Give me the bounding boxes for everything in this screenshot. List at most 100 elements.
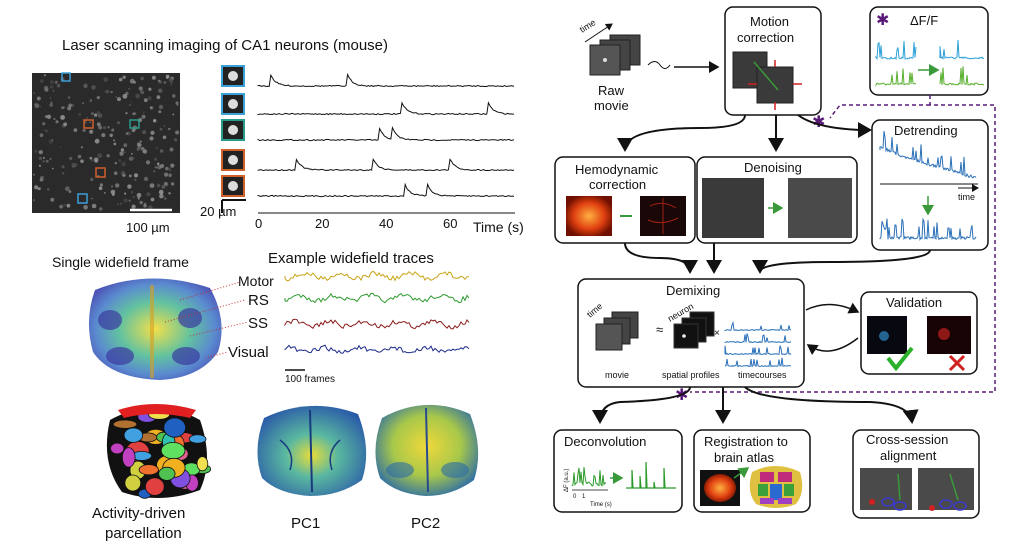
deconv-tick-0: 0	[573, 494, 577, 500]
neuron-traces	[257, 72, 515, 198]
ca1-cell	[34, 103, 40, 109]
ca1-cell	[172, 113, 175, 116]
ca1-cell	[154, 166, 157, 169]
ca1-cell	[169, 147, 174, 152]
ca1-cell	[122, 93, 128, 99]
ca1-cell	[99, 183, 103, 187]
denoising-label: Denoising	[744, 160, 802, 175]
parcel-region	[188, 434, 207, 444]
ca1-cell	[45, 129, 49, 133]
ca1-cell	[145, 160, 151, 165]
ca1-cell	[120, 170, 126, 176]
ca1-cell	[101, 133, 106, 138]
ca1-cell	[90, 159, 94, 162]
ca1-cell	[123, 198, 128, 203]
dff-box	[869, 6, 989, 96]
roi-thumbnail-cell	[228, 125, 238, 135]
ca1-cell	[136, 142, 141, 147]
ca1-cell	[168, 78, 174, 83]
ca1-cell	[142, 111, 145, 114]
ca1-cell	[122, 75, 126, 79]
ca1-cell	[165, 166, 169, 171]
deconv-tick-1: 1	[582, 494, 586, 500]
raw-time-label: time	[578, 17, 598, 34]
ca1-cell	[140, 76, 144, 81]
raw-movie-stack	[589, 34, 641, 76]
ca1-cell	[129, 104, 131, 107]
ca1-cell	[36, 96, 41, 101]
ca1-cell	[162, 135, 167, 140]
hemo-vessels	[647, 198, 679, 234]
demix-timecourses-label: timecourses	[738, 370, 787, 380]
neuron-trace	[257, 101, 514, 116]
ca1-cell	[96, 111, 100, 114]
ca1-cell	[51, 167, 54, 170]
ca1-cell	[98, 125, 103, 130]
parcellation-label-line: Activity-driven	[92, 505, 185, 522]
motion-frames	[732, 51, 802, 110]
cross-session-ring-1	[881, 497, 895, 507]
ca1-cell	[111, 128, 115, 132]
ca1-cell	[138, 86, 143, 91]
ca1-cell	[153, 157, 157, 161]
ca1-cell	[83, 205, 88, 210]
ca1-cell	[160, 149, 163, 153]
parcel-region	[112, 419, 138, 429]
raw-time-arrow	[584, 23, 613, 43]
ca1-cell	[38, 150, 43, 155]
ca1-cell	[161, 184, 166, 189]
ca1-cell	[45, 159, 49, 163]
ca1-cell	[92, 117, 95, 119]
ca1-cell	[130, 101, 133, 104]
ca1-cell	[32, 173, 36, 176]
ca1-cell	[158, 80, 162, 84]
ca1-cell	[160, 163, 165, 169]
ca1-cell	[90, 112, 94, 116]
dff-star-icon: ✱	[876, 12, 889, 29]
motion-label-1: Motion	[750, 14, 789, 29]
detrending-traces	[879, 131, 977, 241]
ca1-cell	[55, 120, 59, 124]
ca1-cell	[50, 197, 55, 202]
motion-to-hemo-arrow	[617, 114, 746, 152]
ca1-cell	[74, 163, 78, 167]
frames-scalebar-label: 100 frames	[285, 374, 335, 385]
detrend-to-demix-arrow	[752, 249, 931, 274]
ca1-cell	[56, 83, 61, 88]
ca1-cell	[38, 164, 42, 167]
widefield-trace	[284, 270, 470, 282]
ca1-cell	[83, 83, 88, 89]
ca1-cell	[110, 90, 113, 94]
deconvolution-box	[553, 429, 683, 513]
validation-good-cell	[879, 331, 889, 341]
laser-title: Laser scanning imaging of CA1 neurons (m…	[62, 37, 388, 54]
roi-5	[77, 193, 88, 204]
ca1-cell	[158, 104, 164, 110]
ca1-cell	[103, 77, 108, 82]
ca1-cell	[151, 75, 156, 80]
ca1-cell	[148, 87, 152, 91]
roi-thumbnail-cell	[228, 181, 238, 191]
widefield-trace	[284, 344, 470, 354]
ca1-cell	[141, 114, 146, 119]
ca1-cell	[61, 106, 64, 110]
ca1-cell	[60, 115, 65, 120]
ca1-cell	[128, 199, 131, 202]
ca1-cell	[170, 182, 175, 186]
ca1-cell	[97, 113, 103, 118]
ca1-cell	[159, 127, 163, 131]
ca1-cell	[156, 95, 161, 100]
demix-spatial-label: spatial profiles	[662, 370, 720, 380]
demix-times: ×	[714, 328, 720, 339]
ca1-cell	[155, 146, 158, 150]
parcel-region	[160, 441, 186, 460]
ca1-cell	[54, 80, 58, 84]
ca1-cell	[120, 202, 123, 205]
ca1-cell	[39, 133, 44, 137]
deconv-traces	[571, 461, 676, 489]
raw-wave	[647, 61, 671, 69]
ca1-cell	[139, 200, 143, 205]
ca1-cell	[44, 115, 48, 119]
parcel-region	[123, 427, 144, 443]
ca1-image	[32, 72, 180, 213]
